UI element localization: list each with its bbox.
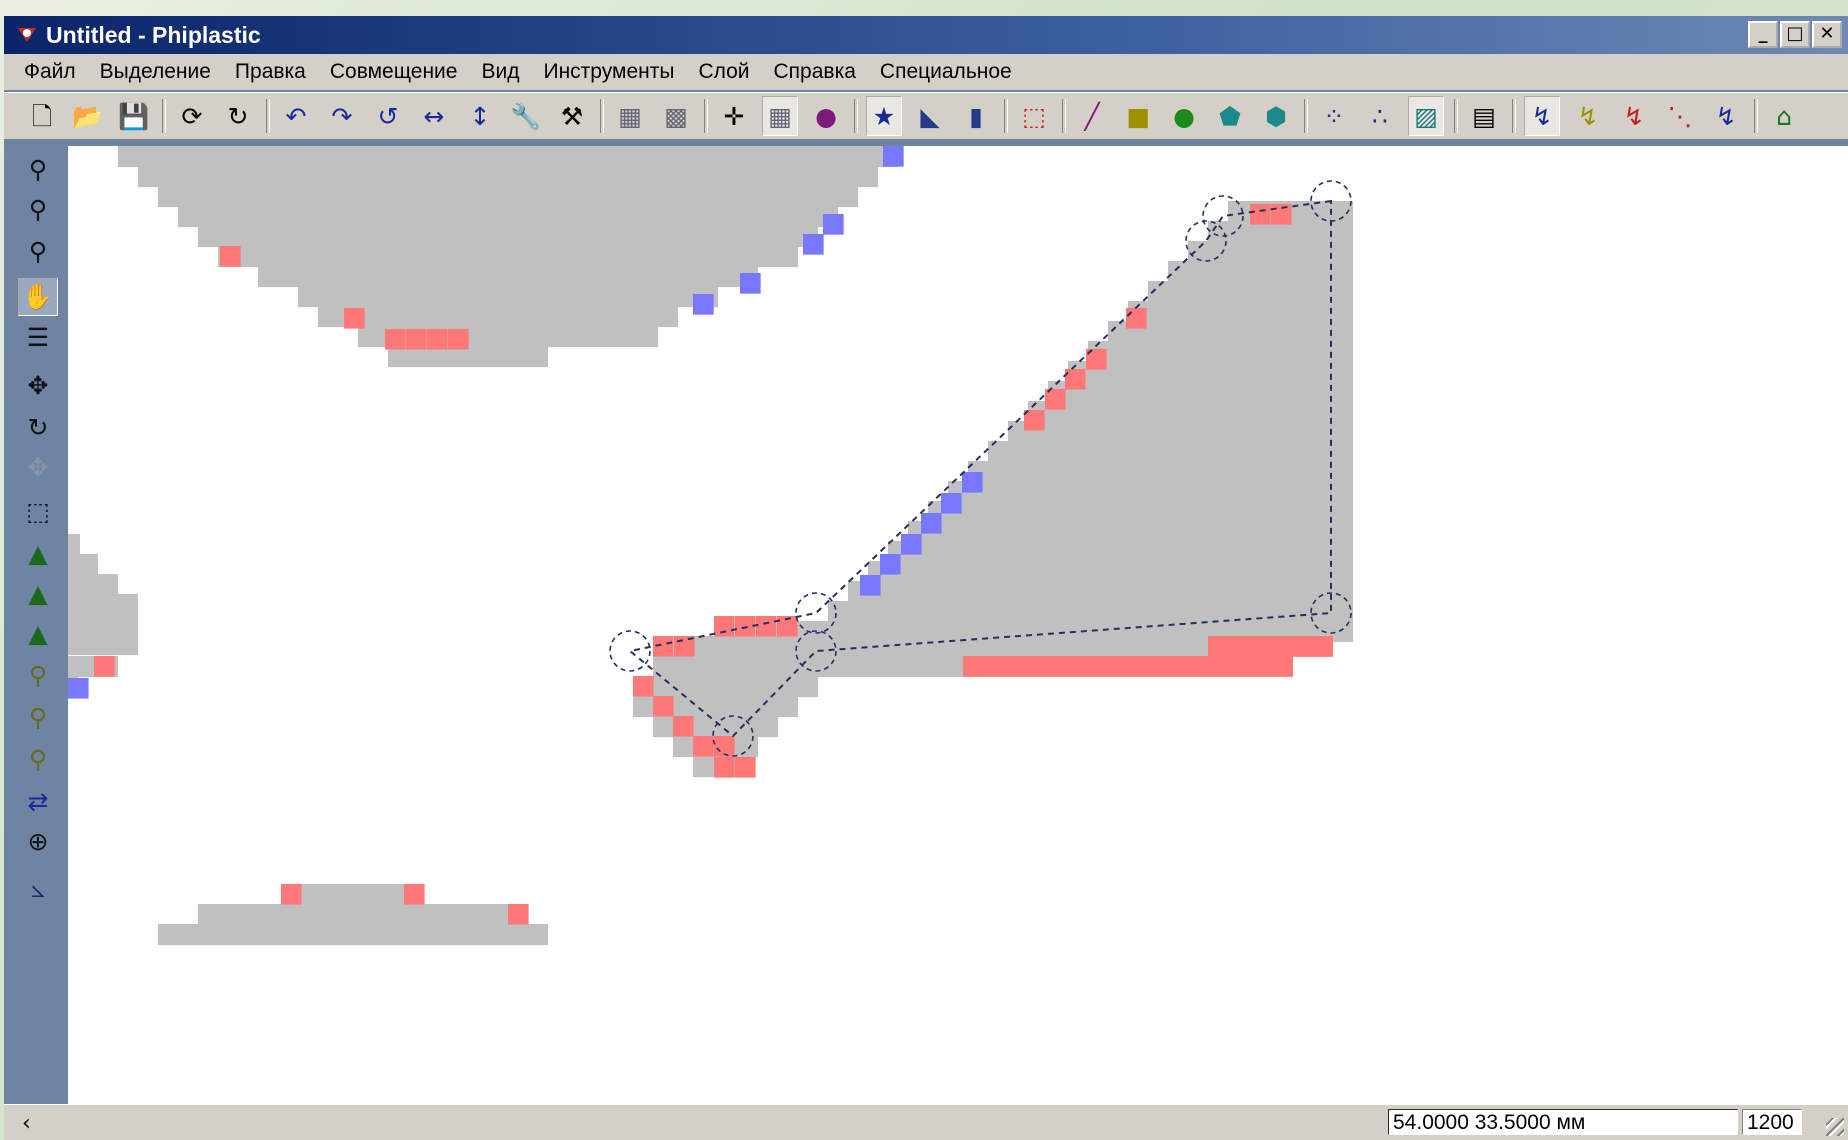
pan-hand-icon[interactable]: ✋ — [18, 278, 58, 316]
grid-fine-icon[interactable]: ▩ — [664, 101, 688, 131]
route-red-icon[interactable]: ↯ — [1623, 101, 1645, 131]
circle-icon[interactable]: ● — [1173, 101, 1195, 131]
angle-45-icon[interactable]: ◣ — [920, 101, 940, 131]
rectangle-icon[interactable]: ■ — [1126, 101, 1150, 131]
maximize-button[interactable]: □ — [1780, 21, 1810, 48]
resize-grip-icon[interactable] — [1826, 1118, 1844, 1136]
remove-node-icon[interactable]: ⚲ — [28, 744, 48, 774]
dots-icon[interactable]: ∴ — [1372, 101, 1388, 131]
measure-icon[interactable]: ⦣ — [30, 874, 46, 903]
snap-point-icon[interactable]: ● — [815, 101, 837, 131]
nodes-icon[interactable]: ⁘ — [1323, 101, 1345, 131]
add-point-icon[interactable]: ⚲ — [28, 154, 48, 184]
move-icon[interactable]: ✥ — [27, 370, 49, 400]
menu-bar: Файл Выделение Правка Совмещение Вид Инс… — [4, 54, 1848, 90]
scale-triangle-icon[interactable]: ▲ — [28, 618, 48, 648]
selection-outline — [609, 180, 1352, 757]
window-title: Untitled - Phiplastic — [46, 22, 261, 48]
cursor-coordinates: 54.0000 33.5000 мм — [1388, 1109, 1738, 1135]
menu-help[interactable]: Справка — [773, 60, 856, 83]
scroll-left-icon[interactable]: ‹ — [22, 1111, 31, 1136]
point-frame-icon[interactable]: ⚲ — [28, 236, 48, 266]
left-toolbar: ⚲ ⚲ ⚲ ✋ ☰ ✥ ↻ ✥ ⬚ ▲ ▲ ▲ ⚲ ⚲ ⚲ ⇄ ⊕ ⦣ — [14, 146, 64, 1086]
flip-horizontal-icon[interactable]: ↔ — [423, 101, 445, 131]
select-rect-icon[interactable]: ⬚ — [26, 496, 50, 526]
minimize-button[interactable]: _ — [1748, 21, 1778, 48]
polygon-icon[interactable]: ⬟ — [1219, 101, 1241, 131]
close-button[interactable]: ✕ — [1812, 21, 1842, 48]
toolbar-separator — [1304, 99, 1308, 133]
route-blue-icon[interactable]: ↯ — [1715, 101, 1737, 131]
app-logo-icon — [18, 28, 36, 42]
move-triangle-icon[interactable]: ▲ — [28, 578, 48, 608]
menu-selection[interactable]: Выделение — [99, 60, 211, 83]
line-icon[interactable]: ╱ — [1084, 101, 1100, 131]
star-angle-0-icon[interactable]: ★ — [866, 96, 902, 136]
add-node-icon[interactable]: ⚲ — [28, 702, 48, 732]
snap-center-icon[interactable]: ✛ — [723, 101, 745, 131]
toolbar-separator — [704, 99, 708, 133]
add-triangle-icon[interactable]: ▲ — [28, 538, 48, 568]
angle-90-icon[interactable]: ▮ — [969, 101, 983, 131]
hatch-icon[interactable]: ▨ — [1408, 96, 1444, 136]
scale-node-icon[interactable]: ⚲ — [28, 660, 48, 690]
flip-vertical-icon[interactable]: ↕ — [469, 101, 491, 131]
redo-icon[interactable]: ↻ — [227, 101, 249, 131]
toolbar-separator — [162, 99, 166, 133]
bottom-arc-shape — [158, 884, 548, 946]
canvas-drawing — [68, 146, 1353, 946]
snap-grid-icon[interactable]: ▦ — [762, 96, 798, 136]
toolbar-separator — [1454, 99, 1458, 133]
move-disabled-icon[interactable]: ✥ — [27, 452, 49, 482]
polygon-merge-icon[interactable]: ⬢ — [1265, 101, 1287, 131]
triangle-shape — [633, 201, 1353, 778]
layer-icon[interactable]: ▤ — [1472, 101, 1496, 131]
drawing-canvas[interactable] — [68, 146, 1848, 1104]
tool-icon[interactable]: ⚒ — [560, 101, 584, 131]
target-icon[interactable]: ⊕ — [27, 826, 49, 856]
new-file-icon[interactable]: 🗋 — [31, 101, 53, 131]
redo-arrow-icon[interactable]: ↷ — [331, 101, 353, 131]
route-dots-icon[interactable]: ⋱ — [1667, 101, 1693, 131]
selection-frame-icon[interactable]: ⬚ — [1022, 101, 1046, 131]
toolbar-separator — [1754, 99, 1758, 133]
properties-icon[interactable]: ☰ — [26, 322, 50, 352]
menu-view[interactable]: Вид — [481, 60, 520, 83]
rotate-cw-icon[interactable]: ⟳ — [181, 101, 203, 131]
remove-point-icon[interactable]: ⚲ — [28, 194, 48, 224]
title-bar[interactable]: Untitled - Phiplastic _ □ ✕ — [4, 16, 1848, 54]
top-semicircle-shape — [118, 146, 904, 368]
route-yellow-icon[interactable]: ↯ — [1577, 101, 1599, 131]
home-icon[interactable]: ⌂ — [1776, 101, 1792, 131]
menu-layer[interactable]: Слой — [698, 60, 750, 83]
menu-align[interactable]: Совмещение — [329, 60, 458, 83]
open-folder-icon[interactable]: 📂 — [72, 101, 104, 131]
toolbar-separator — [266, 99, 270, 133]
left-edge-shape — [68, 534, 138, 699]
menu-edit[interactable]: Правка — [234, 60, 306, 83]
rotate-tool-icon[interactable]: ↻ — [27, 412, 49, 442]
status-bar: ‹ 54.0000 33.5000 мм 1200 % — [4, 1104, 1848, 1140]
route-icon[interactable]: ↯ — [1524, 96, 1560, 136]
toolbar-separator — [1004, 99, 1008, 133]
rotate-node-icon[interactable]: ⇄ — [27, 786, 49, 816]
menu-tools[interactable]: Инструменты — [543, 60, 675, 83]
toolbar-separator — [1512, 99, 1516, 133]
undo-icon[interactable]: ↶ — [285, 101, 307, 131]
main-toolbar: 🗋 📂 💾 ⟳ ↻ ↶ ↷ ↺ ↔ ↕ 🔧 ⚒ ▦ ▩ ✛ ▦ ● ★ ◣ ▮ … — [4, 92, 1848, 140]
app-window: Untitled - Phiplastic _ □ ✕ Файл Выделен… — [4, 16, 1848, 1140]
grid-icon[interactable]: ▦ — [618, 101, 642, 131]
save-icon[interactable]: 💾 — [118, 101, 150, 131]
menu-file[interactable]: Файл — [24, 60, 76, 83]
toolbar-separator — [1062, 99, 1066, 133]
wrench-icon[interactable]: 🔧 — [510, 101, 542, 131]
menu-special[interactable]: Специальное — [879, 60, 1012, 83]
rotate-icon[interactable]: ↺ — [377, 101, 399, 131]
toolbar-separator — [600, 99, 604, 133]
zoom-level: 1200 % — [1742, 1109, 1802, 1135]
toolbar-separator — [854, 99, 858, 133]
